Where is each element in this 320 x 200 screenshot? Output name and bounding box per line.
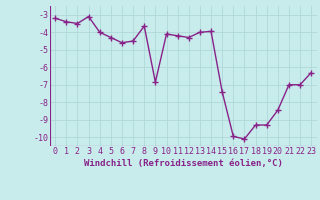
- X-axis label: Windchill (Refroidissement éolien,°C): Windchill (Refroidissement éolien,°C): [84, 159, 283, 168]
